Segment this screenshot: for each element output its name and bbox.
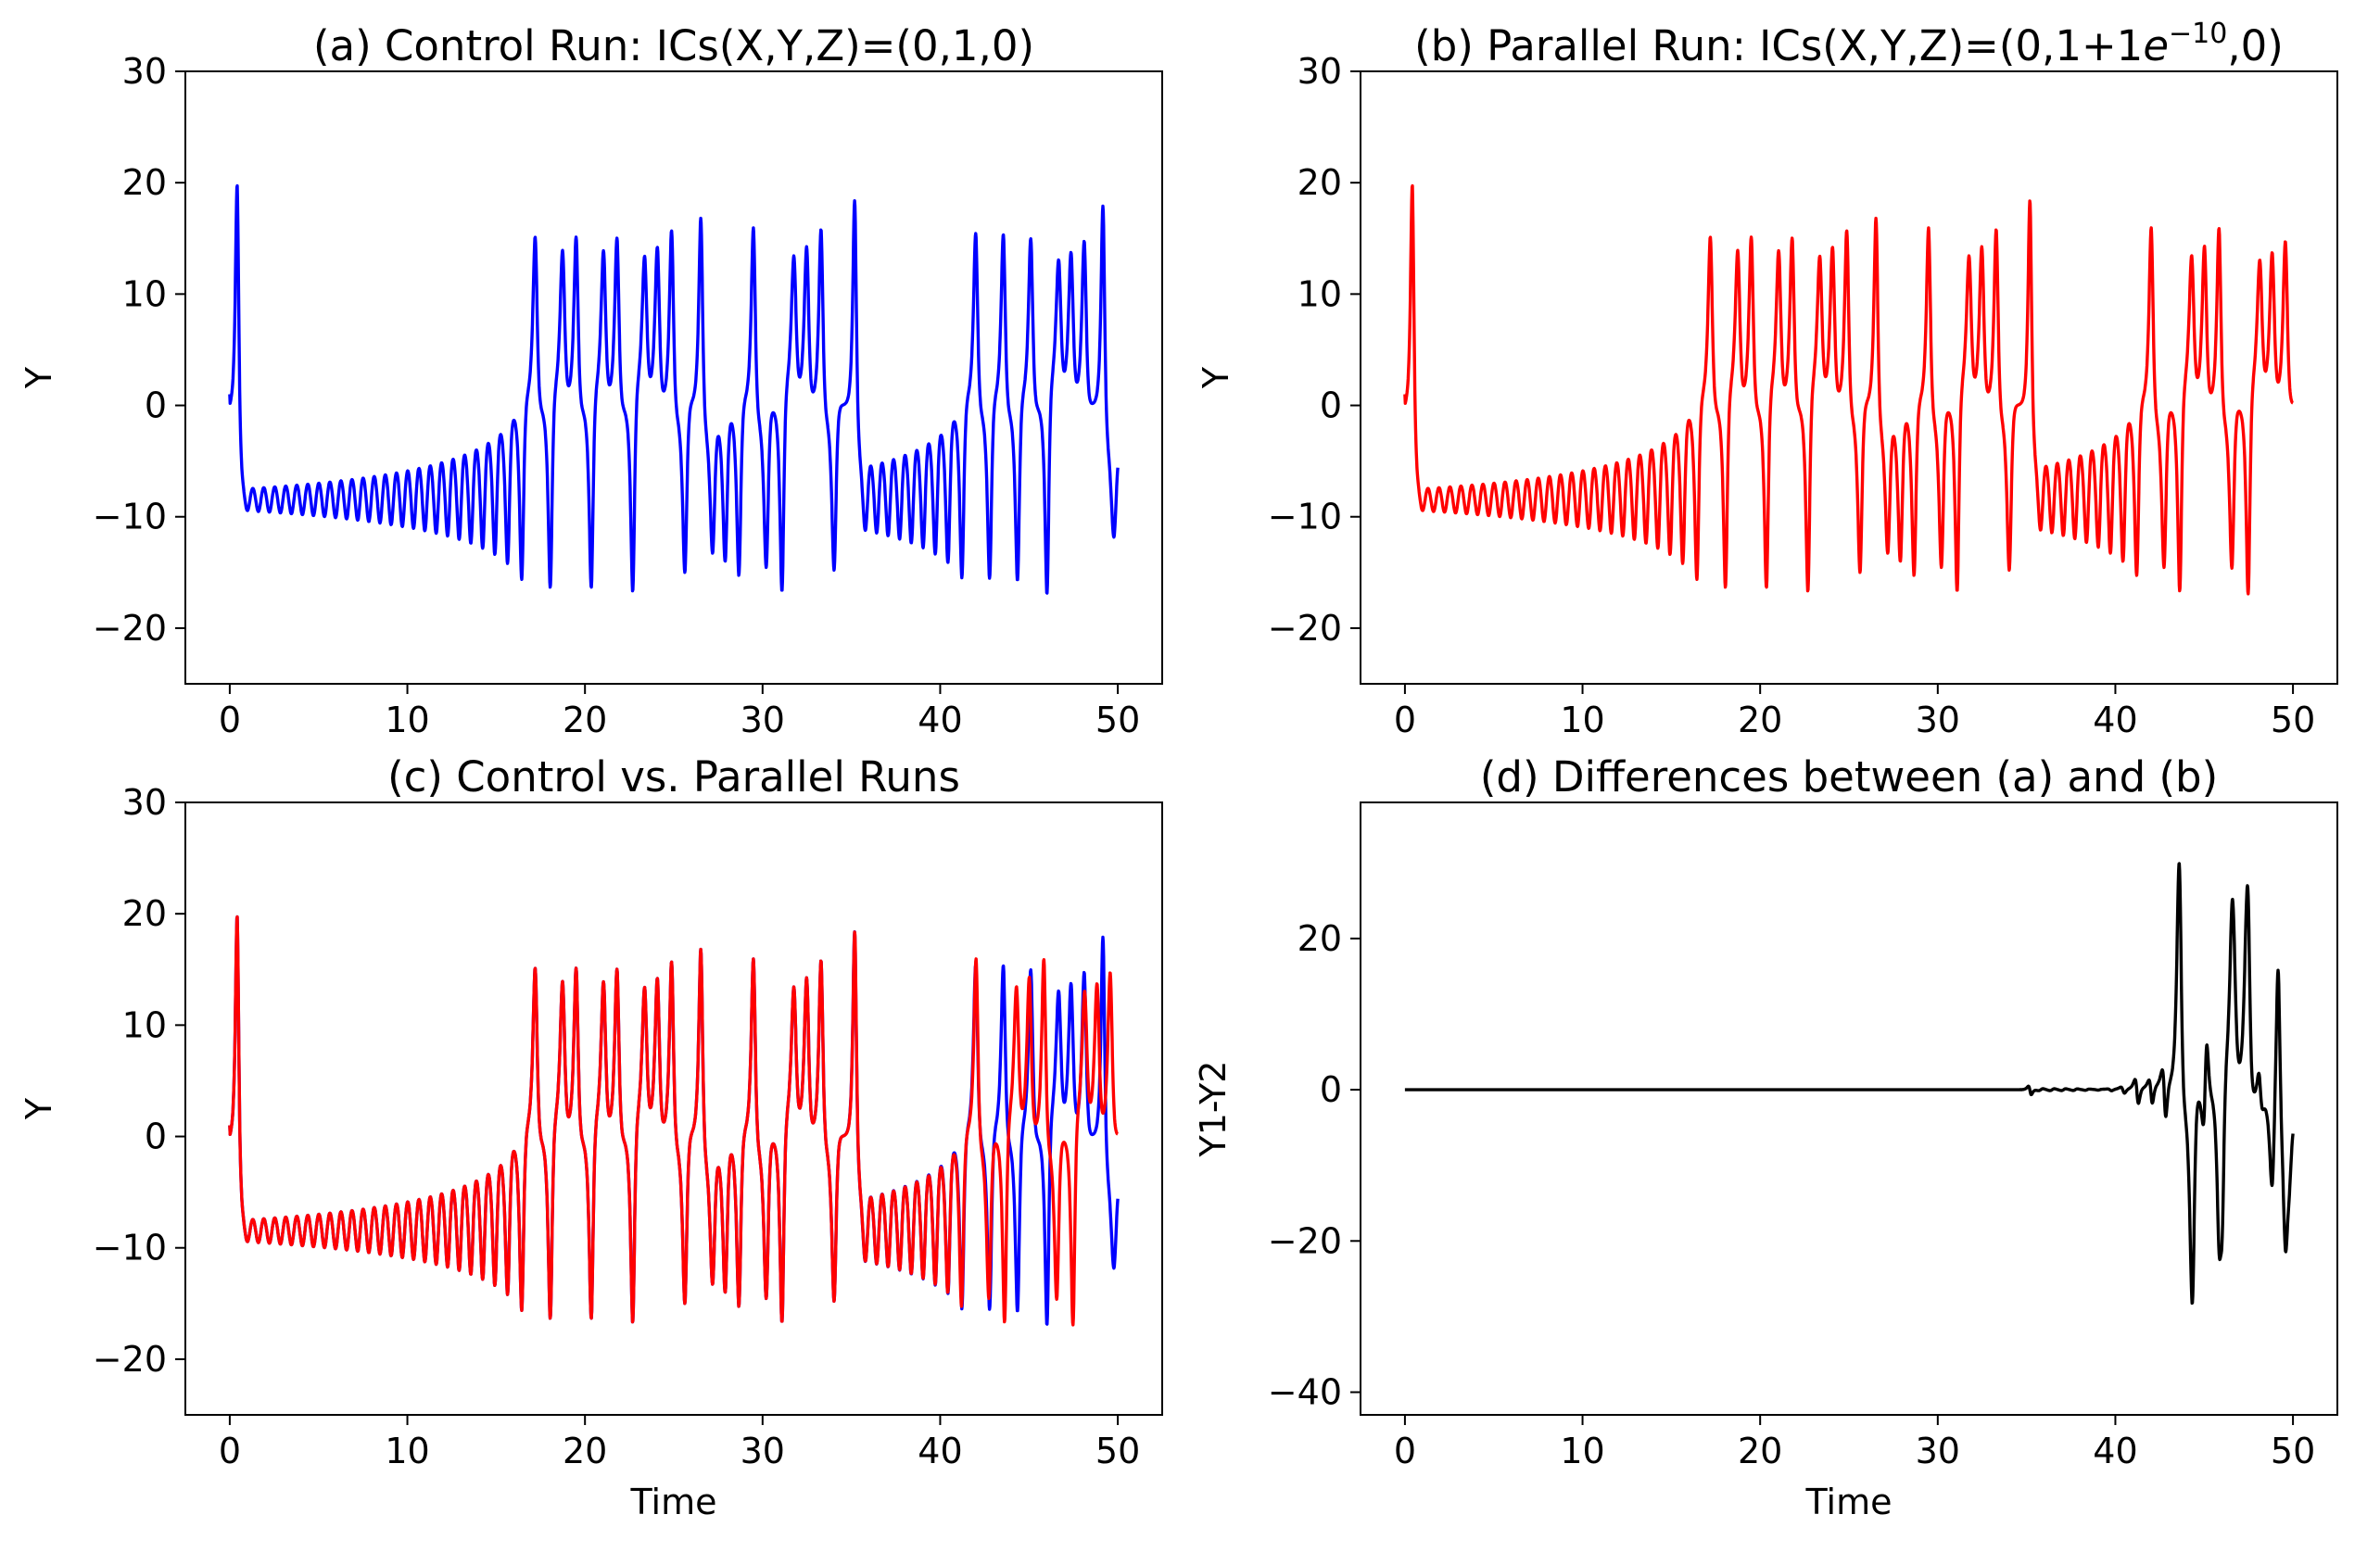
y-tick-label: −10 (93, 1228, 167, 1268)
axes-frame-c (184, 801, 1163, 1416)
y-tick-label: 30 (122, 782, 167, 823)
x-tick-label: 20 (1738, 1431, 1782, 1471)
y-tick-label: 0 (145, 385, 167, 426)
panel-a: 0 10 20 30 40 50 −20 −10 0 10 20 30 (a) Control Run:… (19, 21, 1163, 740)
x-tick-label: 10 (1560, 700, 1604, 740)
y-tick-label: −40 (1268, 1372, 1342, 1413)
x-tick-label: 20 (563, 700, 607, 740)
x-tick-label: 50 (1095, 1431, 1140, 1471)
y-tick-label: 10 (1298, 273, 1342, 314)
y-tick-label: 30 (122, 51, 167, 92)
x-tick-label: 20 (1738, 700, 1782, 740)
x-tick-label: 30 (741, 700, 785, 740)
series-line-c-2 (228, 915, 1120, 1327)
y-tick-label: −10 (1268, 497, 1342, 537)
y-tick-label: 10 (122, 273, 167, 314)
x-tick-label: 10 (385, 700, 429, 740)
chart-title-b: (b) Parallel Run: ICs(X,Y,Z)=(0,1+1e−10,… (1414, 18, 2284, 70)
y-tick-label: 20 (1298, 162, 1342, 203)
y-tick-label: −20 (93, 608, 167, 649)
chart-title-c: (c) Control vs. Parallel Runs (387, 752, 960, 801)
panel-d: 0 10 20 30 40 50 −40 −20 0 20 (d) Differences betw… (1193, 752, 2338, 1522)
y-axis-label-a: Y (19, 366, 59, 389)
y-tick-label: −20 (1268, 608, 1342, 649)
x-tick-label: 40 (2093, 1431, 2137, 1471)
x-tick-label: 10 (1560, 1431, 1604, 1471)
axes-frame-b (1360, 70, 2338, 685)
x-tick-label: 30 (741, 1431, 785, 1471)
x-tick-label: 40 (918, 1431, 962, 1471)
y-tick-label: 10 (122, 1004, 167, 1045)
y-axis-label-d: Y1-Y2 (1193, 1061, 1234, 1158)
y-tick-label: −20 (93, 1339, 167, 1380)
panel-c: 0 10 20 30 40 50 −20 −10 0 10 20 30 (c) Control vs. … (19, 752, 1163, 1522)
x-tick-label: 30 (1916, 1431, 1960, 1471)
x-tick-label: 30 (1916, 700, 1960, 740)
axes-frame-d (1360, 801, 2338, 1416)
x-axis-label-c: Time (630, 1482, 717, 1522)
x-tick-label: 0 (1394, 1431, 1416, 1471)
y-tick-label: 20 (122, 162, 167, 203)
y-tick-label: −10 (93, 497, 167, 537)
chart-title-d: (d) Differences between (a) and (b) (1480, 752, 2218, 801)
chart-title-a: (a) Control Run: ICs(X,Y,Z)=(0,1,0) (313, 21, 1034, 70)
x-tick-label: 10 (385, 1431, 429, 1471)
panel-b: 0 10 20 30 40 50 −20 −10 0 10 20 30 (b) Parallel Run… (1196, 18, 2338, 740)
x-tick-label: 0 (219, 700, 241, 740)
x-tick-label: 20 (563, 1431, 607, 1471)
x-tick-label: 0 (1394, 700, 1416, 740)
x-tick-label: 50 (2271, 1431, 2315, 1471)
y-tick-label: 0 (145, 1117, 167, 1157)
y-axis-label-b: Y (1196, 366, 1236, 389)
series-line-a-1 (228, 183, 1120, 595)
series-line-b-1 (1403, 183, 2295, 596)
y-tick-label: 0 (1320, 1069, 1342, 1110)
x-tick-label: 0 (219, 1431, 241, 1471)
x-tick-label: 50 (2271, 700, 2315, 740)
y-tick-label: 30 (1298, 51, 1342, 92)
y-tick-label: 20 (122, 893, 167, 934)
x-tick-label: 40 (918, 700, 962, 740)
x-tick-label: 40 (2093, 700, 2137, 740)
y-axis-label-c: Y (19, 1097, 59, 1120)
x-axis-label-d: Time (1805, 1482, 1893, 1522)
series-line-d-1 (1403, 862, 2295, 1306)
axes-frame-a (184, 70, 1163, 685)
x-tick-label: 50 (1095, 700, 1140, 740)
y-tick-label: −20 (1268, 1220, 1342, 1261)
y-tick-label: 20 (1298, 918, 1342, 959)
y-tick-label: 0 (1320, 385, 1342, 426)
